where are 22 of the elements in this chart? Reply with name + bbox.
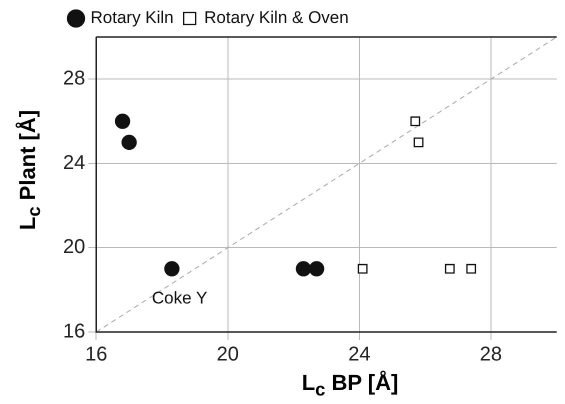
point [414, 137, 424, 148]
x-tick-label: 20 [216, 344, 239, 366]
point [164, 261, 180, 276]
point [358, 264, 368, 274]
y-tick-label: 20 [62, 236, 86, 258]
x-axis-title: L$_{c}$ BP [Å] [302, 370, 398, 400]
x-tick-label: 16 [85, 344, 108, 366]
x-tick-label: 24 [348, 344, 370, 366]
point [296, 261, 312, 276]
legend-label: Rotary Kiln & Oven [204, 8, 349, 28]
y-tick-label: 24 [62, 152, 86, 174]
point [121, 134, 137, 150]
point [444, 264, 455, 274]
x-tick-label: 28 [480, 344, 502, 366]
point [466, 264, 476, 274]
point [114, 114, 130, 129]
y-tick-label: 28 [62, 68, 86, 90]
y-tick-label: 16 [62, 320, 86, 343]
annotation: Coke Y [152, 288, 208, 308]
point [410, 116, 420, 126]
point [308, 261, 324, 276]
legend-label: Rotary Kiln [90, 8, 174, 28]
